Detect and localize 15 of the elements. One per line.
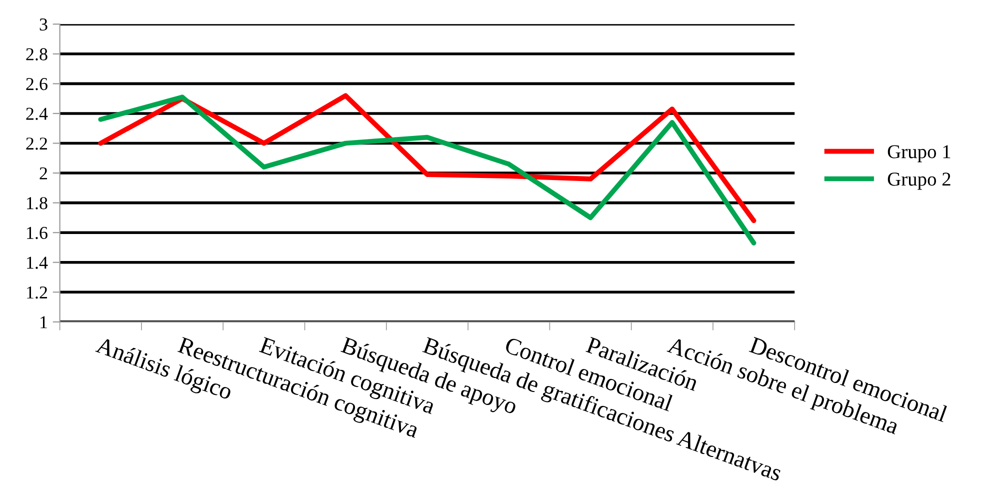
legend-label: Grupo 2 xyxy=(888,172,950,190)
y-tick-label: 1.2 xyxy=(27,286,48,299)
y-tick-label: 2.6 xyxy=(26,78,48,90)
y-tick-label: 3 xyxy=(40,18,48,31)
y-tick-label: 2 xyxy=(40,167,48,180)
y-tick-label: 1 xyxy=(40,316,47,328)
line-series xyxy=(98,93,756,224)
y-tick-label: 2.8 xyxy=(26,48,48,60)
y-tick-label: 1.4 xyxy=(27,256,48,269)
legend-label: Grupo 1 xyxy=(888,145,950,162)
y-tick-label: 2.2 xyxy=(26,138,48,150)
y-tick-label: 2.4 xyxy=(26,108,48,120)
y-tick-label: 1.6 xyxy=(27,226,48,240)
y-tick-label: 1.8 xyxy=(27,197,48,210)
line-series xyxy=(98,94,756,246)
